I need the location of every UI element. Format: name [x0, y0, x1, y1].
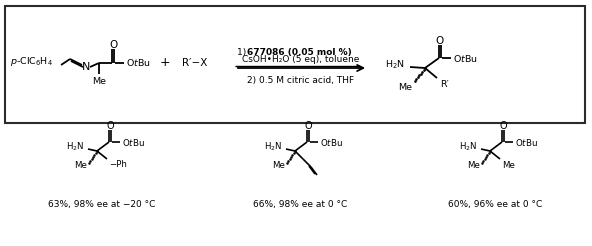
Text: O: O — [304, 121, 312, 131]
Text: O: O — [106, 121, 114, 131]
Text: Me: Me — [272, 160, 285, 169]
Text: R′−X: R′−X — [182, 58, 207, 68]
Text: Me: Me — [74, 160, 87, 169]
FancyBboxPatch shape — [5, 6, 585, 123]
Text: H$_2$N: H$_2$N — [263, 141, 282, 153]
Text: Me: Me — [92, 77, 106, 86]
Text: O$t$Bu: O$t$Bu — [453, 52, 478, 63]
Text: 1): 1) — [237, 47, 249, 57]
Text: 63%, 98% ee at −20 °C: 63%, 98% ee at −20 °C — [49, 200, 156, 209]
Text: O: O — [436, 36, 444, 46]
Text: 2) 0.5 M citric acid, THF: 2) 0.5 M citric acid, THF — [247, 77, 355, 86]
Text: +: + — [160, 57, 170, 70]
Text: O$t$Bu: O$t$Bu — [122, 137, 145, 148]
Text: O: O — [499, 121, 507, 131]
Text: H$_2$N: H$_2$N — [385, 59, 405, 71]
Text: O$t$Bu: O$t$Bu — [515, 137, 538, 148]
Text: N: N — [82, 62, 90, 72]
Text: O$t$Bu: O$t$Bu — [320, 137, 343, 148]
Text: H$_2$N: H$_2$N — [459, 141, 477, 153]
Text: 677086 (0.05 mol %): 677086 (0.05 mol %) — [247, 47, 352, 57]
Text: R′: R′ — [440, 80, 449, 89]
Text: Me: Me — [398, 83, 412, 92]
Text: Me: Me — [502, 161, 515, 170]
Text: H$_2$N: H$_2$N — [66, 141, 84, 153]
Text: $p$-ClC$_6$H$_4$: $p$-ClC$_6$H$_4$ — [10, 55, 53, 67]
Text: 60%, 96% ee at 0 °C: 60%, 96% ee at 0 °C — [448, 200, 542, 209]
Text: O$t$Bu: O$t$Bu — [126, 58, 151, 68]
Text: CsOH•H₂O (5 eq), toluene: CsOH•H₂O (5 eq), toluene — [242, 56, 360, 64]
Text: 66%, 98% ee at 0 °C: 66%, 98% ee at 0 °C — [253, 200, 347, 209]
Text: Me: Me — [467, 160, 480, 169]
Text: −Ph: −Ph — [109, 160, 127, 169]
Text: O: O — [109, 40, 117, 50]
